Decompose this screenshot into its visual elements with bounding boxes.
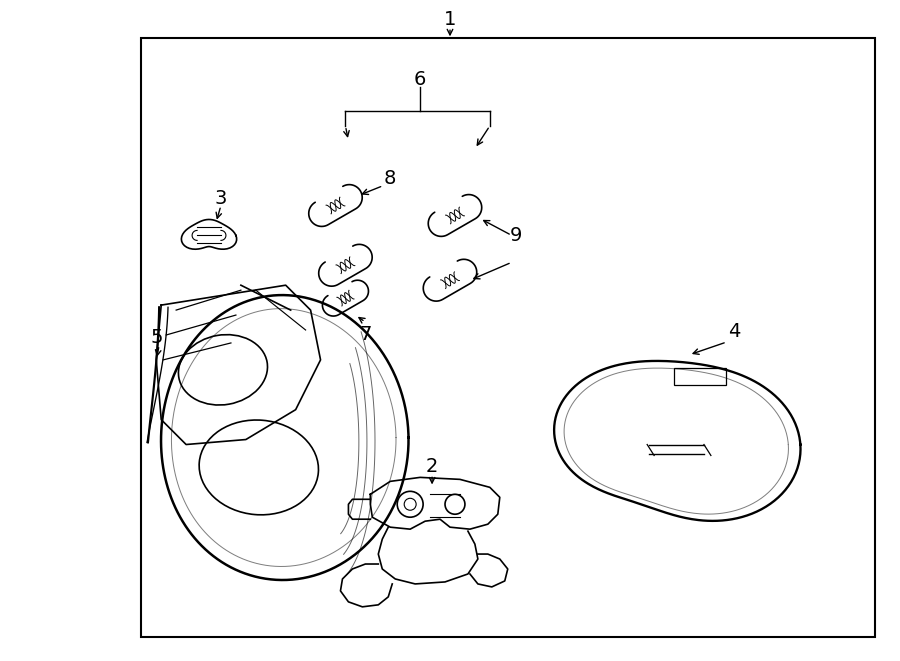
Text: 3: 3 [215, 189, 227, 208]
Text: 7: 7 [359, 325, 372, 344]
Bar [141, 38, 875, 637]
Text: 6: 6 [414, 69, 427, 89]
Text: 2: 2 [426, 457, 438, 476]
Text: 8: 8 [384, 169, 396, 188]
Text: 4: 4 [727, 323, 740, 342]
Bar [674, 368, 725, 385]
Text: 9: 9 [509, 226, 522, 245]
Text: 1: 1 [444, 10, 456, 29]
Text: 5: 5 [150, 329, 163, 348]
